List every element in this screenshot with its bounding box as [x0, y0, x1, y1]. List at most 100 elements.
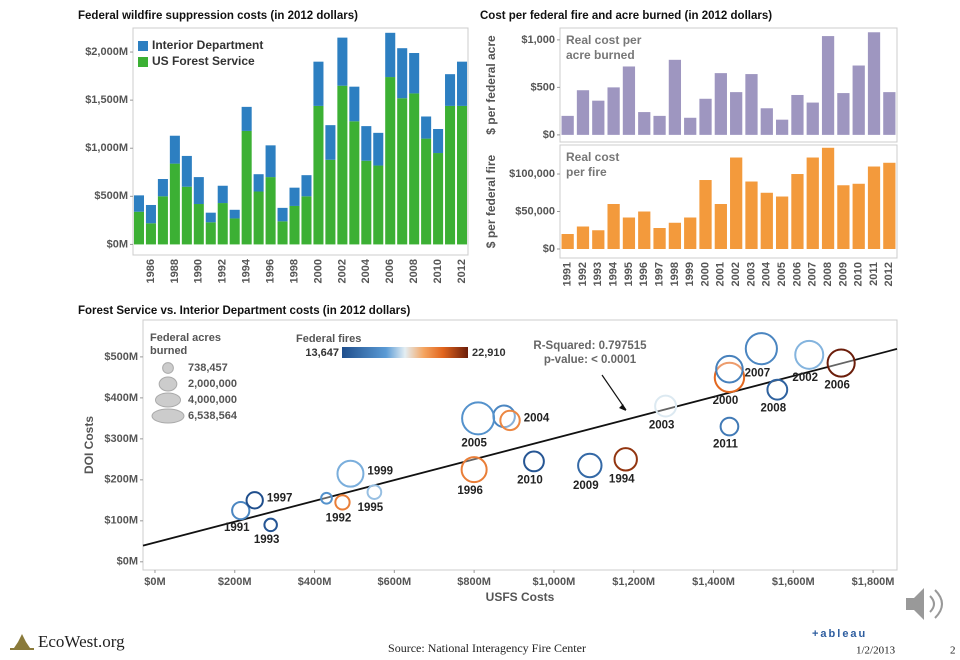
panel-frame [559, 144, 898, 259]
point-label: 1996 [457, 485, 483, 497]
legend-label: US Forest Service [152, 54, 255, 68]
bar [561, 115, 574, 135]
bar-segment [253, 191, 264, 245]
x-tick-label: 2000 [312, 259, 324, 283]
bar-segment [313, 61, 324, 106]
x-tick-label: 1996 [638, 262, 650, 286]
point-label: 1994 [609, 474, 635, 486]
point-label: 2009 [573, 480, 599, 492]
y-tick-label: $400M [104, 392, 138, 404]
bar-segment [397, 48, 408, 99]
bar [638, 112, 651, 135]
size-legend-label: 4,000,000 [188, 394, 237, 406]
x-tick-label: $1,600M [772, 576, 815, 588]
legend-label: Interior Department [152, 38, 263, 52]
x-tick-label: 2002 [730, 262, 742, 286]
x-tick-label: 2011 [868, 262, 880, 286]
y-tick-label: $500M [104, 351, 138, 363]
bar-segment [181, 155, 192, 187]
point-label: 2008 [761, 403, 787, 415]
x-tick-label: 2009 [837, 262, 849, 286]
panel-annotation: Real cost [566, 150, 619, 164]
bar [745, 74, 758, 135]
stats-annotation: p-value: < 0.0001 [544, 354, 637, 366]
speaker-icon [906, 588, 943, 620]
x-tick-label: $600M [378, 576, 412, 588]
y-tick-label: $500M [94, 190, 128, 202]
x-tick-label: 2006 [791, 262, 803, 286]
x-tick-label: 1993 [592, 262, 604, 286]
y-tick-label: $1,500M [85, 94, 128, 106]
x-tick-label: 2001 [715, 262, 727, 286]
bar [760, 108, 773, 135]
point-label: 2007 [745, 367, 771, 379]
bar-segment [277, 221, 288, 245]
bubble [245, 491, 264, 510]
bar [883, 92, 896, 135]
size-legend-label: 2,000,000 [188, 378, 237, 390]
size-legend-mark [154, 392, 182, 408]
bubble [263, 517, 278, 533]
y-tick-label: $1,000M [85, 142, 128, 154]
bar-segment [301, 196, 312, 245]
brand-logo [10, 634, 34, 650]
color-legend-bar [342, 347, 468, 358]
y-tick-label: $1,000 [521, 34, 555, 46]
annotation-arrow [601, 374, 627, 411]
x-tick-label: $0M [144, 576, 165, 588]
bar-segment [217, 203, 228, 245]
bar [775, 119, 789, 135]
x-tick-label: $200M [218, 576, 252, 588]
date: 1/2/2013 [856, 645, 896, 657]
legend-swatch [138, 41, 148, 51]
y-tick-label: $0 [543, 129, 555, 141]
bar [760, 192, 773, 250]
x-tick-label: $1,800M [852, 576, 895, 588]
bar [622, 217, 636, 250]
bar [699, 180, 712, 250]
size-legend-mark [151, 408, 185, 424]
y-tick-label: $0 [543, 243, 555, 255]
bar [592, 100, 605, 135]
bar-segment [157, 196, 168, 245]
x-tick-label: 1994 [241, 258, 253, 283]
bar [561, 234, 574, 250]
x-axis-label: USFS Costs [486, 590, 555, 604]
color-legend-max: 22,910 [472, 347, 506, 359]
bar-segment [289, 187, 300, 206]
x-tick-label: 1997 [653, 262, 665, 286]
bar-segment [445, 74, 456, 106]
bar-segment [169, 135, 180, 164]
x-tick-label: 1996 [264, 259, 276, 283]
point-label: 2010 [517, 474, 543, 486]
x-tick-label: 2012 [883, 262, 895, 286]
x-tick-label: 1998 [669, 262, 681, 286]
x-tick-label: 1991 [562, 262, 574, 286]
arrow-head [619, 404, 626, 411]
page-number: 2 [950, 645, 956, 657]
panel-annotation: per fire [566, 165, 607, 179]
x-tick-label: 2002 [336, 259, 348, 283]
panel-annotation: acre burned [566, 48, 635, 62]
x-tick-label: 2010 [853, 262, 865, 286]
size-legend-label: 738,457 [188, 362, 228, 374]
bar [852, 65, 865, 135]
bar [684, 217, 697, 250]
bar [684, 117, 697, 135]
bubble [320, 491, 333, 505]
bar-segment [205, 212, 216, 223]
bar [883, 162, 896, 250]
legend-swatch [138, 57, 148, 67]
x-tick-label: $1,400M [692, 576, 735, 588]
bar-segment [325, 125, 336, 160]
x-tick-label: 1995 [623, 262, 635, 286]
chart-title: Federal wildfire suppression costs (in 2… [78, 10, 358, 22]
bar-segment [193, 177, 204, 205]
bubble [499, 409, 521, 432]
bar [576, 226, 590, 250]
bar [791, 94, 804, 135]
bar-segment [229, 218, 240, 245]
bubble [366, 484, 383, 500]
